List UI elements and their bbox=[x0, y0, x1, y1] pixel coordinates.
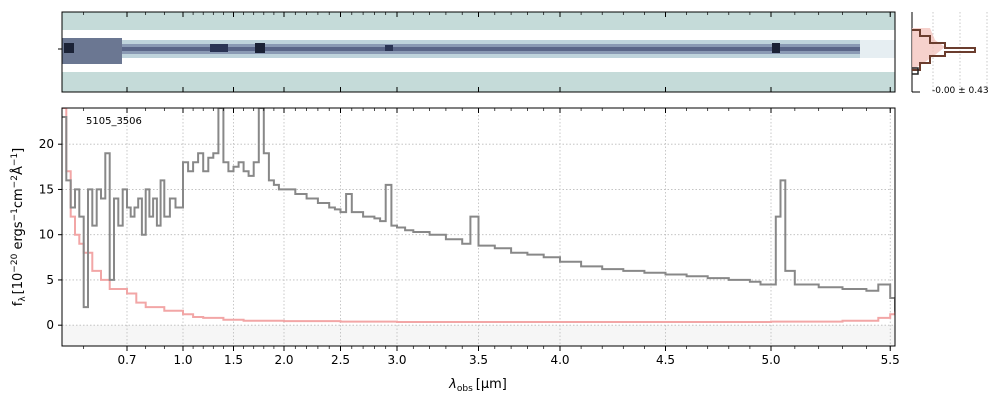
y-tick-label: 0 bbox=[46, 318, 54, 332]
x-tick-label: 5.5 bbox=[881, 353, 900, 367]
object-id-label: 5105_3506 bbox=[86, 116, 142, 127]
histogram-step bbox=[912, 29, 976, 71]
y-tick-label: 15 bbox=[39, 182, 54, 196]
x-tick-label: 4.0 bbox=[550, 353, 569, 367]
x-tick-label: 4.5 bbox=[656, 353, 675, 367]
top-ticks bbox=[83, 12, 891, 113]
x-tick-label: 5.0 bbox=[761, 353, 780, 367]
series-group bbox=[62, 108, 895, 323]
spectrum-2d-panel bbox=[58, 11, 896, 93]
x-tick-label: 3.0 bbox=[387, 353, 406, 367]
histogram-fill bbox=[912, 28, 945, 70]
flux-spectrum-line bbox=[62, 108, 895, 312]
y-ticks: 0 5 10 15 20 bbox=[39, 137, 62, 332]
y-tick-label: 5 bbox=[46, 273, 54, 287]
error-spectrum-line bbox=[62, 108, 895, 323]
histogram-panel: -0.00 ± 0.43 bbox=[911, 12, 989, 96]
x-tick-label: 3.5 bbox=[469, 353, 488, 367]
x-tick-label: 2.0 bbox=[274, 353, 293, 367]
spectrum-2d-image bbox=[62, 30, 895, 72]
x-tick-label: 2.5 bbox=[331, 353, 350, 367]
histogram-label: -0.00 ± 0.43 bbox=[932, 86, 989, 96]
y-tick-label: 10 bbox=[39, 228, 54, 242]
grid bbox=[62, 108, 895, 346]
spectrum-1d-panel: 0.7 1.0 1.5 2.0 2.5 3.0 3.5 4.0 4.5 5.0 5.5 0 5 10 15… bbox=[10, 12, 900, 394]
x-ticks: 0.7 1.0 1.5 2.0 2.5 3.0 3.5 4.0 4.5 5.0 5.5 bbox=[83, 346, 900, 367]
x-tick-label: 1.5 bbox=[224, 353, 243, 367]
x-axis-label: λobs [μm] bbox=[448, 377, 507, 394]
x-tick-label: 0.7 bbox=[117, 353, 136, 367]
x-tick-label: 1.0 bbox=[173, 353, 192, 367]
y-tick-label: 20 bbox=[39, 137, 54, 151]
y-axis-label: fλ[10−20 ergs−1cm−2Å−1] bbox=[10, 148, 28, 306]
